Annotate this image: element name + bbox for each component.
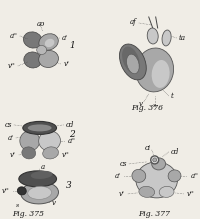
Ellipse shape — [39, 131, 60, 151]
Ellipse shape — [162, 30, 171, 46]
Text: 2: 2 — [69, 130, 75, 140]
Text: ta: ta — [178, 34, 185, 42]
Text: v'': v'' — [8, 62, 16, 70]
Text: a'': a'' — [190, 172, 198, 180]
Ellipse shape — [136, 162, 178, 198]
Ellipse shape — [37, 46, 47, 55]
Ellipse shape — [153, 158, 157, 162]
Ellipse shape — [139, 186, 155, 197]
Text: v'': v'' — [2, 187, 10, 195]
Text: 3: 3 — [65, 181, 71, 190]
Ellipse shape — [159, 186, 174, 197]
Ellipse shape — [147, 28, 158, 44]
Text: ao: ao — [36, 20, 45, 28]
Ellipse shape — [19, 171, 57, 187]
Text: s: s — [153, 103, 156, 108]
Text: Fig. 377: Fig. 377 — [138, 210, 170, 218]
Ellipse shape — [39, 50, 58, 67]
Ellipse shape — [23, 32, 42, 48]
Ellipse shape — [168, 170, 181, 182]
Text: s: s — [16, 203, 19, 208]
Text: t: t — [171, 92, 173, 100]
Ellipse shape — [132, 169, 146, 182]
Ellipse shape — [23, 121, 57, 134]
Text: Fig. 376: Fig. 376 — [131, 104, 163, 112]
Ellipse shape — [17, 187, 26, 195]
Text: v': v' — [119, 190, 125, 198]
Ellipse shape — [45, 39, 54, 47]
Ellipse shape — [122, 46, 140, 73]
Text: cd: cd — [171, 148, 179, 156]
Ellipse shape — [28, 186, 52, 199]
Ellipse shape — [31, 171, 53, 179]
Text: cs: cs — [4, 121, 12, 129]
Text: Fig. 375: Fig. 375 — [12, 210, 44, 218]
Ellipse shape — [152, 158, 166, 170]
Ellipse shape — [28, 124, 52, 131]
Text: a'': a'' — [67, 137, 75, 145]
Text: a: a — [41, 163, 45, 171]
Ellipse shape — [21, 182, 58, 204]
Text: 1: 1 — [69, 41, 75, 50]
Text: v': v' — [63, 60, 69, 68]
Text: v'': v'' — [61, 151, 69, 159]
Text: v: v — [52, 199, 56, 207]
Text: ci: ci — [145, 144, 151, 152]
Text: a'': a'' — [10, 32, 18, 40]
Text: cd: cd — [65, 121, 74, 129]
Ellipse shape — [20, 131, 40, 151]
Text: a': a' — [8, 134, 14, 142]
Ellipse shape — [22, 147, 36, 159]
Text: af: af — [130, 18, 137, 26]
Ellipse shape — [152, 60, 170, 88]
Text: a': a' — [115, 172, 121, 180]
Ellipse shape — [127, 54, 139, 74]
Ellipse shape — [39, 34, 58, 50]
Text: a': a' — [61, 34, 67, 42]
Ellipse shape — [151, 156, 159, 164]
Text: v: v — [139, 100, 143, 108]
Ellipse shape — [24, 52, 42, 68]
Text: cs: cs — [119, 160, 127, 168]
Ellipse shape — [119, 44, 146, 80]
Text: v': v' — [10, 151, 16, 159]
Ellipse shape — [43, 147, 58, 159]
Text: v'': v'' — [186, 190, 194, 198]
Ellipse shape — [136, 48, 174, 92]
